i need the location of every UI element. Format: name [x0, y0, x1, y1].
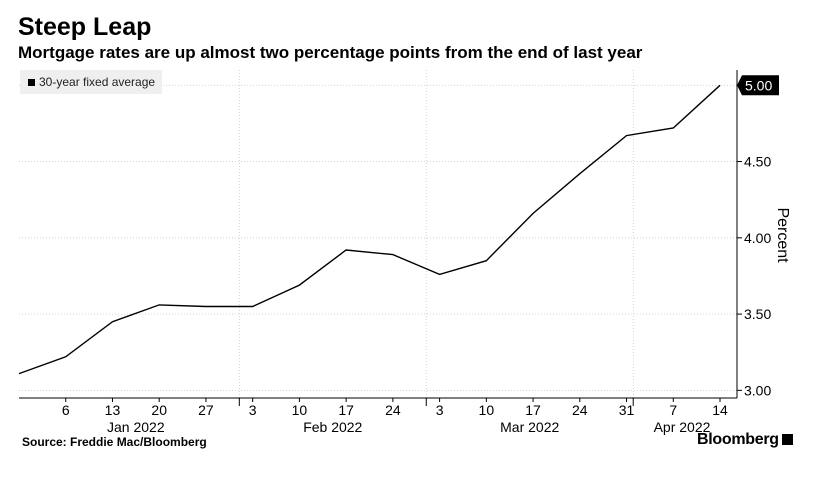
last-value-box	[737, 75, 779, 96]
chart-subtitle: Mortgage rates are up almost two percent…	[18, 43, 643, 62]
x-tick-label: 14	[712, 402, 728, 418]
gridlines	[19, 70, 737, 398]
month-label: Feb 2022	[303, 419, 362, 435]
chart-title: Steep Leap	[18, 13, 152, 41]
x-tick-label: 10	[292, 402, 308, 418]
x-tick-label: 3	[249, 402, 257, 418]
series-line-30yr-fixed	[18, 84, 721, 375]
last-value-text: 5.00	[745, 77, 772, 93]
bloomberg-logo: Bloomberg	[697, 431, 793, 449]
y-axis-ticks: 3.00 3.50 4.00 4.50 5.00	[737, 77, 771, 398]
x-tick-label: 17	[525, 402, 541, 418]
x-tick-label: 24	[572, 402, 588, 418]
x-tick-label: 7	[669, 402, 677, 418]
x-tick-label: 27	[198, 402, 214, 418]
x-tick-label: 13	[105, 402, 121, 418]
month-labels: Jan 2022 Feb 2022 Mar 2022 Apr 2022	[107, 419, 711, 435]
x-tick-label: 3	[436, 402, 444, 418]
x-tick-label: 20	[151, 402, 167, 418]
x-tick-label: 10	[479, 402, 495, 418]
x-tick-label: 24	[385, 402, 401, 418]
last-value-label: 5.00	[737, 75, 779, 96]
terminal-icon	[781, 434, 793, 445]
y-tick-label: 3.00	[744, 382, 771, 398]
legend: 30-year fixed average	[20, 70, 162, 94]
month-label: Jan 2022	[107, 419, 165, 435]
source-note: Source: Freddie Mac/Bloomberg	[22, 435, 207, 449]
brand-text: Bloomberg	[697, 431, 779, 448]
y-tick-label: 3.50	[744, 306, 771, 322]
x-tick-label: 6	[62, 402, 70, 418]
legend-swatch	[28, 79, 35, 86]
month-label: Mar 2022	[500, 419, 559, 435]
y-axis-label: Percent	[774, 207, 791, 263]
x-tick-label: 17	[338, 402, 354, 418]
legend-label: 30-year fixed average	[39, 75, 156, 89]
y-tick-label: 4.50	[744, 154, 771, 170]
x-tick-label: 31	[619, 402, 635, 418]
y-tick-label: 4.00	[744, 230, 771, 246]
month-label: Apr 2022	[654, 419, 711, 435]
axes	[19, 70, 738, 399]
x-axis-ticks: 6 13 20 27 3 10 17 24 3 10 17 24 31 7 14	[62, 398, 728, 418]
